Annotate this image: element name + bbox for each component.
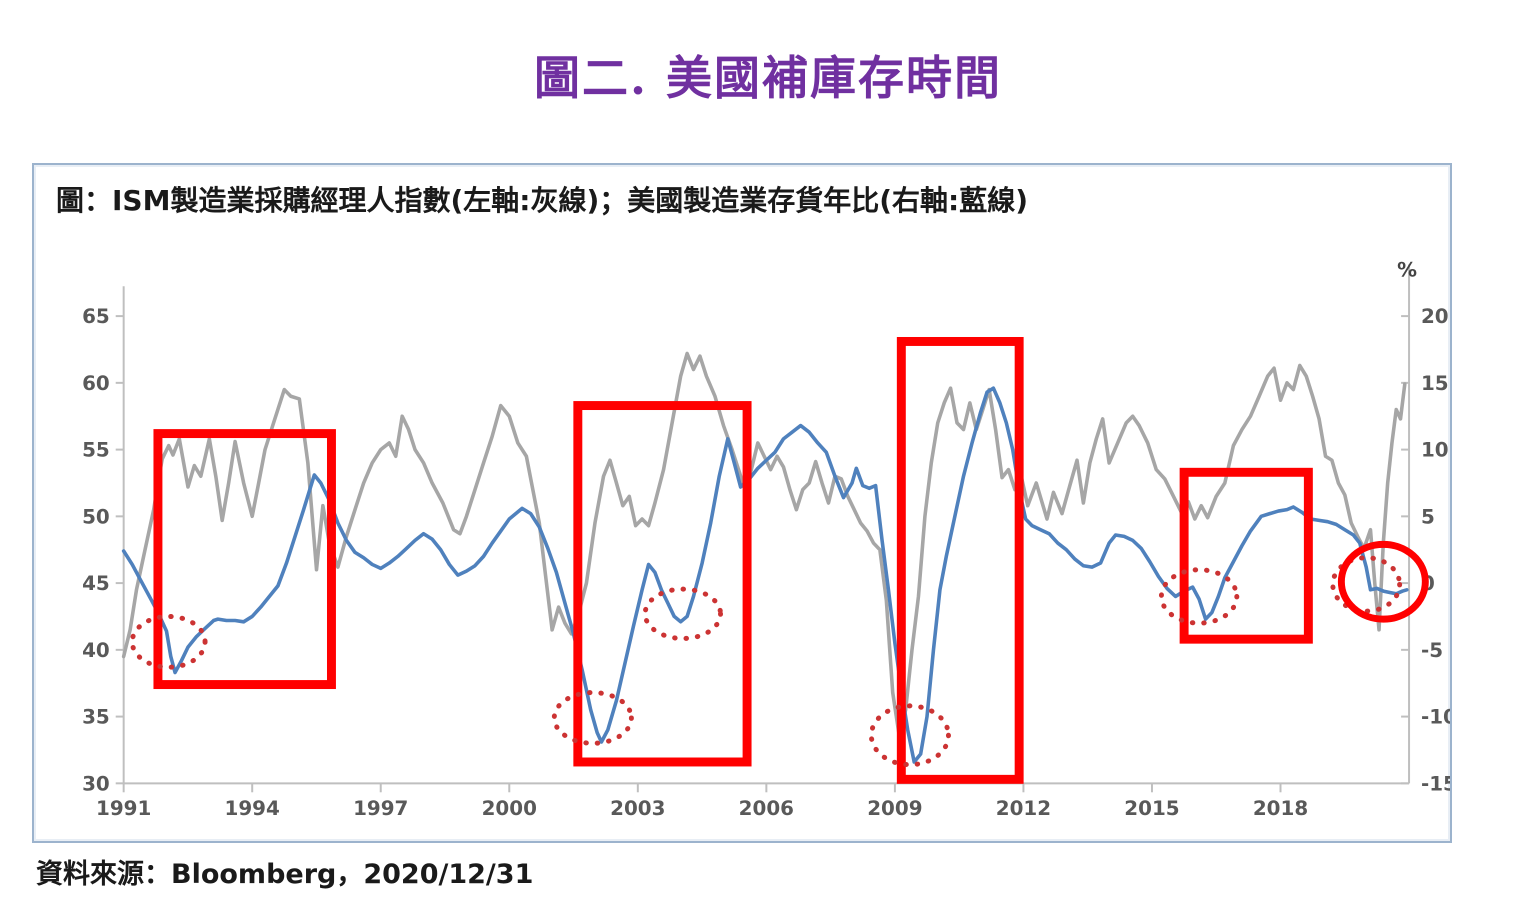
y-left-tick-label: 45: [82, 572, 110, 595]
y-left-tick-label: 40: [82, 639, 110, 662]
chart-frame: 圖：ISM製造業採購經理人指數(左軸:灰線)；美國製造業存貨年比(右軸:藍線) …: [32, 163, 1452, 843]
y-left-tick-label: 35: [82, 706, 110, 729]
page-title: 圖二. 美國補庫存時間: [533, 51, 1003, 105]
highlight-rect: [1179, 467, 1313, 644]
ism-pmi-line: [121, 351, 1407, 738]
highlight-rect: [896, 336, 1024, 784]
y-left-tick-label: 60: [82, 372, 110, 395]
y-right-tick-label: -10: [1421, 706, 1450, 729]
y-right-tick-label: -5: [1421, 639, 1443, 662]
x-tick-label: 1997: [353, 797, 408, 820]
dotted-ellipse-annotation: [129, 613, 208, 670]
source-line: 資料來源：Bloomberg，2020/12/31: [36, 859, 534, 890]
dotted-ellipse-annotation: [551, 690, 634, 746]
chart-legend-header: 圖：ISM製造業採購經理人指數(左軸:灰線)；美國製造業存貨年比(右軸:藍線): [56, 184, 1029, 217]
x-tick-label: 2000: [482, 797, 537, 820]
y-right-tick-label: -15: [1421, 772, 1450, 795]
dotted-ellipse-annotation: [1158, 567, 1240, 626]
inventory-yoy-line: [121, 386, 1409, 764]
y-right-tick-label: 15: [1421, 372, 1449, 395]
x-tick-label: 2018: [1253, 797, 1308, 820]
x-tick-label: 2006: [739, 797, 794, 820]
y-left-tick-label: 30: [82, 772, 110, 795]
x-tick-label: 2003: [610, 797, 665, 820]
chart-plot: 3035404550556065-15-10-50510152019911994…: [82, 258, 1450, 820]
solid-ellipse-annotation: [1337, 540, 1429, 623]
dotted-ellipse-annotation: [1330, 555, 1403, 614]
y-right-tick-label: 10: [1421, 439, 1449, 462]
x-tick-label: 2012: [996, 797, 1051, 820]
y-right-tick-label: 5: [1421, 505, 1435, 528]
y-left-tick-label: 50: [82, 505, 110, 528]
highlight-rect: [153, 429, 336, 690]
y-left-tick-label: 65: [82, 305, 110, 328]
y-left-tick-label: 55: [82, 439, 110, 462]
y-right-tick-label: 20: [1421, 305, 1449, 328]
right-axis-unit-label: %: [1397, 258, 1417, 281]
dotted-ellipse-annotation: [868, 703, 951, 768]
x-tick-label: 2009: [867, 797, 922, 820]
highlight-rect: [573, 401, 752, 767]
x-tick-label: 1991: [96, 797, 151, 820]
dotted-ellipse-annotation: [642, 586, 723, 641]
x-tick-label: 1994: [225, 797, 280, 820]
x-tick-label: 2015: [1124, 797, 1179, 820]
